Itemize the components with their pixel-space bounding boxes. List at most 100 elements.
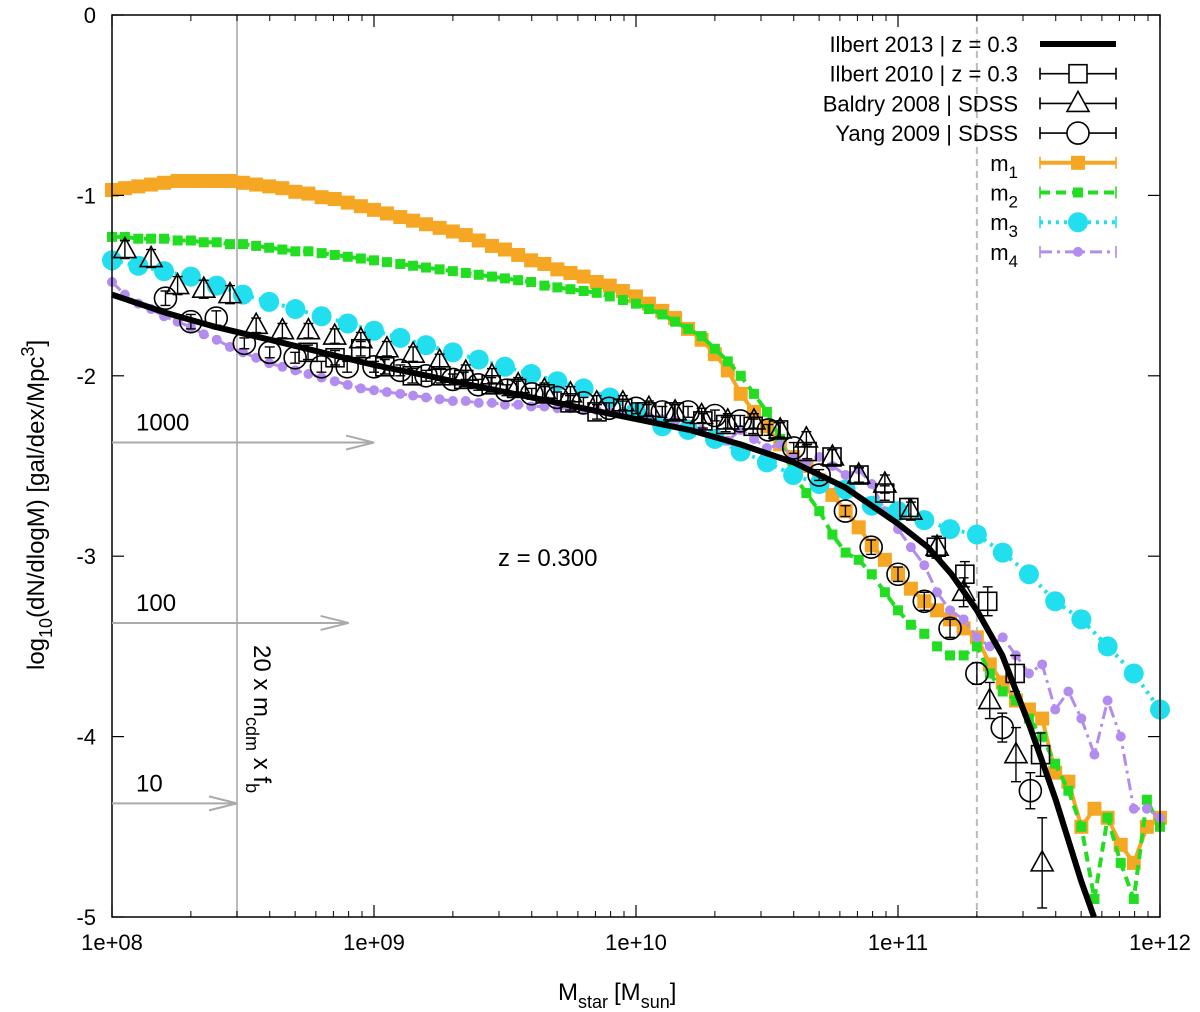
arrow-label: 100 (136, 590, 176, 617)
data-point (905, 619, 916, 630)
data-point (650, 400, 675, 424)
data-point (657, 309, 668, 320)
data-point (249, 177, 264, 192)
data-point (388, 358, 413, 383)
data-point (466, 373, 491, 397)
series-0 (111, 291, 1097, 919)
data-point (183, 173, 198, 188)
data-point (381, 387, 392, 398)
data-point (211, 334, 222, 345)
data-point (597, 396, 621, 421)
data-point (932, 641, 943, 652)
data-point (329, 376, 340, 387)
data-point (547, 371, 568, 392)
data-point (277, 361, 288, 372)
data-point (395, 258, 406, 269)
data-point (797, 441, 817, 462)
data-point (578, 286, 589, 297)
data-point (198, 237, 209, 248)
data-point (1071, 609, 1092, 630)
data-point (604, 291, 615, 302)
data-point (643, 304, 654, 315)
data-point (748, 388, 759, 399)
data-point (283, 345, 307, 370)
data-point (539, 280, 550, 291)
data-point (243, 311, 269, 335)
data-point (560, 393, 580, 413)
data-point (499, 399, 510, 410)
data-point (990, 715, 1015, 740)
data-point (390, 327, 411, 348)
data-point (513, 275, 524, 286)
data-point (288, 184, 303, 199)
data-point (1035, 711, 1050, 726)
data-point (421, 262, 432, 273)
data-point (728, 409, 753, 433)
data-point (473, 397, 484, 408)
data-point (1071, 155, 1085, 170)
data-point (526, 401, 537, 412)
data-point (1128, 803, 1139, 814)
data-point (1073, 246, 1083, 257)
legend-label: m4 (990, 240, 1018, 271)
data-point (851, 520, 866, 535)
data-point (662, 398, 688, 421)
data-point (877, 552, 892, 567)
data-point (958, 650, 969, 661)
data-point (133, 233, 144, 244)
data-point (822, 447, 842, 467)
legend-label: Yang 2009 | SDSS (835, 121, 1018, 146)
data-point (275, 181, 290, 196)
data-point (364, 320, 384, 341)
data-point (637, 402, 657, 422)
data-point (460, 396, 471, 407)
data-point (1037, 659, 1048, 670)
data-point (1010, 695, 1021, 706)
data-point (112, 235, 138, 259)
data-point (743, 416, 763, 437)
data-point (204, 306, 229, 330)
arrow-label: 10 (136, 770, 163, 797)
legend: Ilbert 2013 | z = 0.3 Ilbert 2010 | z = 0… (823, 32, 1117, 271)
data-point (1102, 812, 1113, 823)
data-point (172, 235, 183, 246)
data-point (471, 233, 486, 248)
data-point (355, 383, 366, 394)
data-point (196, 173, 211, 188)
legend-subscript: 1 (1009, 163, 1018, 182)
data-point (367, 202, 381, 217)
data-point (1003, 740, 1029, 764)
data-point (290, 246, 301, 257)
data-point (277, 244, 288, 255)
series-line (112, 234, 1162, 900)
series-layer (102, 173, 1170, 919)
data-point (481, 375, 501, 395)
data-point (938, 616, 962, 641)
arrow-annotations: 1000 100 10 (112, 410, 375, 812)
data-point (539, 401, 550, 412)
legend-entry-5: m2 (990, 181, 1117, 212)
legend-label: m2 (990, 181, 1018, 212)
series-1 (298, 338, 1051, 777)
data-point (340, 195, 355, 210)
data-point (977, 591, 998, 612)
data-point (262, 179, 277, 194)
data-point (453, 369, 474, 390)
y-tick-label: 0 (84, 3, 96, 28)
data-point (406, 213, 421, 228)
data-point (421, 392, 432, 403)
data-point (432, 220, 447, 235)
data-point (1076, 713, 1087, 724)
data-point (329, 249, 340, 260)
data-point (1045, 591, 1066, 612)
data-point (342, 379, 353, 390)
legend-label: m3 (990, 210, 1018, 241)
data-point (859, 535, 883, 559)
data-point (552, 282, 563, 293)
data-point (1005, 663, 1025, 684)
legend-entry-1: Ilbert 2010 | z = 0.3 (829, 62, 1117, 87)
data-point (237, 239, 248, 250)
legend-entry-7: m4 (990, 240, 1117, 271)
data-point (159, 233, 170, 244)
